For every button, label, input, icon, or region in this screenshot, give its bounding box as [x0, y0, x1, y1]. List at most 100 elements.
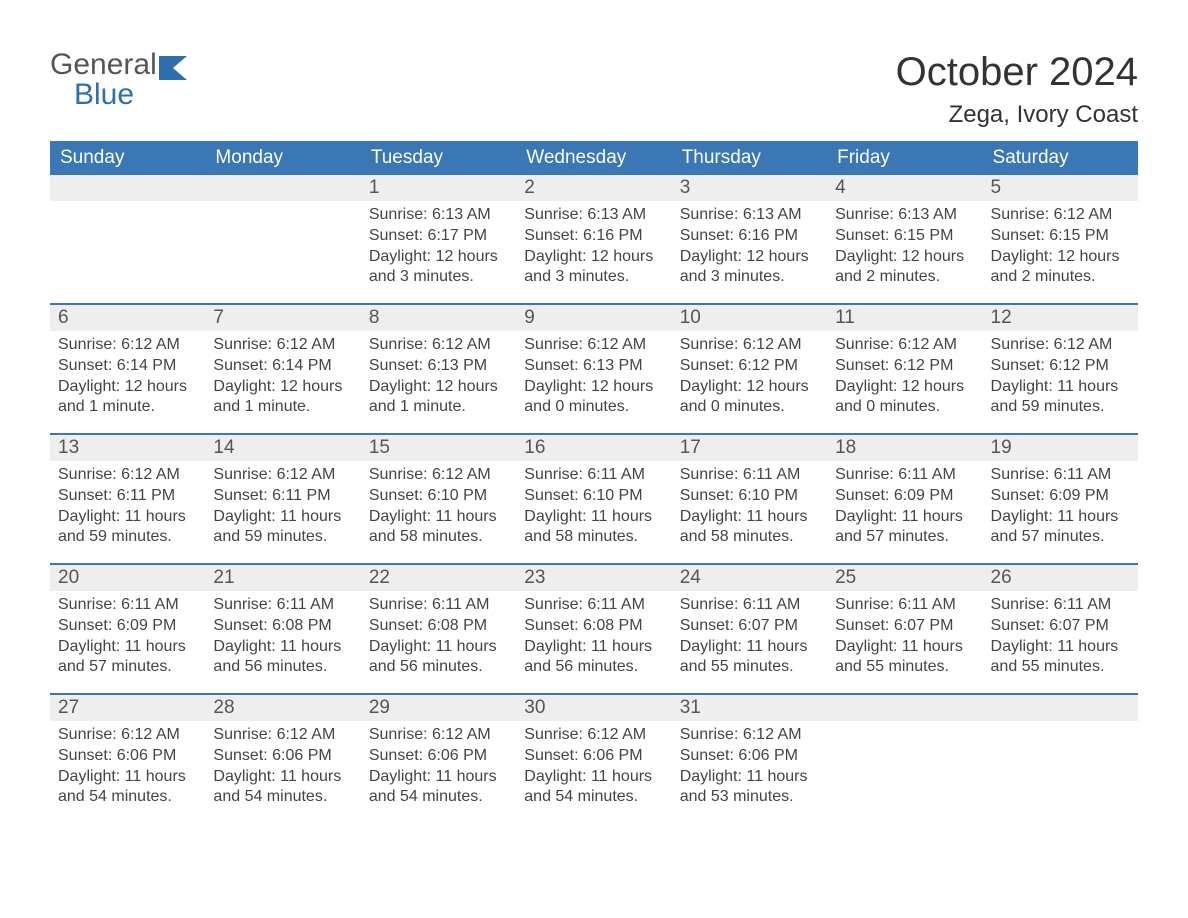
day-number: 21 — [205, 565, 360, 591]
sunrise-line: Sunrise: 6:11 AM — [213, 595, 352, 616]
day-body: Sunrise: 6:12 AMSunset: 6:06 PMDaylight:… — [672, 721, 827, 820]
day-cell — [827, 695, 982, 823]
sunset-line: Sunset: 6:15 PM — [835, 226, 974, 247]
day-cell — [205, 175, 360, 303]
daylight-line: Daylight: 11 hours and 56 minutes. — [213, 637, 352, 679]
weekday-header: Friday — [827, 141, 982, 175]
day-cell: 21Sunrise: 6:11 AMSunset: 6:08 PMDayligh… — [205, 565, 360, 693]
sunset-line: Sunset: 6:09 PM — [991, 486, 1130, 507]
sunrise-line: Sunrise: 6:12 AM — [835, 335, 974, 356]
day-body: Sunrise: 6:12 AMSunset: 6:10 PMDaylight:… — [361, 461, 516, 560]
daylight-line: Daylight: 12 hours and 1 minute. — [213, 377, 352, 419]
sunrise-line: Sunrise: 6:11 AM — [991, 595, 1130, 616]
daylight-line: Daylight: 12 hours and 1 minute. — [58, 377, 197, 419]
week-row: 20Sunrise: 6:11 AMSunset: 6:09 PMDayligh… — [50, 563, 1138, 693]
daylight-line: Daylight: 12 hours and 3 minutes. — [369, 247, 508, 289]
daylight-line: Daylight: 11 hours and 54 minutes. — [213, 767, 352, 809]
day-cell — [983, 695, 1138, 823]
week-row: 13Sunrise: 6:12 AMSunset: 6:11 PMDayligh… — [50, 433, 1138, 563]
day-body — [50, 201, 205, 217]
daylight-line: Daylight: 12 hours and 3 minutes. — [680, 247, 819, 289]
logo-line2: Blue — [50, 80, 157, 110]
day-cell: 2Sunrise: 6:13 AMSunset: 6:16 PMDaylight… — [516, 175, 671, 303]
daylight-line: Daylight: 11 hours and 58 minutes. — [524, 507, 663, 549]
week-row: 6Sunrise: 6:12 AMSunset: 6:14 PMDaylight… — [50, 303, 1138, 433]
sunrise-line: Sunrise: 6:11 AM — [835, 465, 974, 486]
sunset-line: Sunset: 6:09 PM — [835, 486, 974, 507]
sunset-line: Sunset: 6:15 PM — [991, 226, 1130, 247]
sunrise-line: Sunrise: 6:11 AM — [680, 465, 819, 486]
day-body: Sunrise: 6:12 AMSunset: 6:12 PMDaylight:… — [672, 331, 827, 430]
daylight-line: Daylight: 11 hours and 55 minutes. — [680, 637, 819, 679]
day-cell: 18Sunrise: 6:11 AMSunset: 6:09 PMDayligh… — [827, 435, 982, 563]
sunrise-line: Sunrise: 6:13 AM — [680, 205, 819, 226]
day-number: 14 — [205, 435, 360, 461]
sunrise-line: Sunrise: 6:11 AM — [524, 595, 663, 616]
day-number: 3 — [672, 175, 827, 201]
sunset-line: Sunset: 6:12 PM — [991, 356, 1130, 377]
header: General Blue October 2024 Zega, Ivory Co… — [50, 50, 1138, 129]
daylight-line: Daylight: 12 hours and 0 minutes. — [524, 377, 663, 419]
sunrise-line: Sunrise: 6:11 AM — [835, 595, 974, 616]
day-body: Sunrise: 6:13 AMSunset: 6:17 PMDaylight:… — [361, 201, 516, 300]
sunset-line: Sunset: 6:12 PM — [680, 356, 819, 377]
day-number — [205, 175, 360, 201]
sunset-line: Sunset: 6:16 PM — [680, 226, 819, 247]
daylight-line: Daylight: 11 hours and 59 minutes. — [213, 507, 352, 549]
sunset-line: Sunset: 6:10 PM — [524, 486, 663, 507]
sunrise-line: Sunrise: 6:11 AM — [991, 465, 1130, 486]
day-cell: 16Sunrise: 6:11 AMSunset: 6:10 PMDayligh… — [516, 435, 671, 563]
day-body: Sunrise: 6:12 AMSunset: 6:06 PMDaylight:… — [50, 721, 205, 820]
sunset-line: Sunset: 6:06 PM — [524, 746, 663, 767]
day-number: 7 — [205, 305, 360, 331]
day-number — [50, 175, 205, 201]
sunset-line: Sunset: 6:06 PM — [213, 746, 352, 767]
day-body: Sunrise: 6:11 AMSunset: 6:10 PMDaylight:… — [672, 461, 827, 560]
sunset-line: Sunset: 6:12 PM — [835, 356, 974, 377]
day-number: 23 — [516, 565, 671, 591]
day-cell: 23Sunrise: 6:11 AMSunset: 6:08 PMDayligh… — [516, 565, 671, 693]
day-number: 28 — [205, 695, 360, 721]
daylight-line: Daylight: 11 hours and 54 minutes. — [369, 767, 508, 809]
sunset-line: Sunset: 6:09 PM — [58, 616, 197, 637]
sunrise-line: Sunrise: 6:13 AM — [835, 205, 974, 226]
day-body: Sunrise: 6:12 AMSunset: 6:11 PMDaylight:… — [50, 461, 205, 560]
flag-icon — [159, 56, 193, 87]
sunrise-line: Sunrise: 6:12 AM — [58, 335, 197, 356]
day-cell: 12Sunrise: 6:12 AMSunset: 6:12 PMDayligh… — [983, 305, 1138, 433]
day-number: 12 — [983, 305, 1138, 331]
day-cell: 20Sunrise: 6:11 AMSunset: 6:09 PMDayligh… — [50, 565, 205, 693]
daylight-line: Daylight: 12 hours and 0 minutes. — [835, 377, 974, 419]
day-number: 27 — [50, 695, 205, 721]
daylight-line: Daylight: 12 hours and 2 minutes. — [835, 247, 974, 289]
day-body: Sunrise: 6:12 AMSunset: 6:06 PMDaylight:… — [205, 721, 360, 820]
daylight-line: Daylight: 12 hours and 2 minutes. — [991, 247, 1130, 289]
calendar: SundayMondayTuesdayWednesdayThursdayFrid… — [50, 141, 1138, 823]
day-cell: 29Sunrise: 6:12 AMSunset: 6:06 PMDayligh… — [361, 695, 516, 823]
day-cell: 7 Sunrise: 6:12 AMSunset: 6:14 PMDaylight… — [205, 305, 360, 433]
sunrise-line: Sunrise: 6:12 AM — [213, 465, 352, 486]
daylight-line: Daylight: 12 hours and 0 minutes. — [680, 377, 819, 419]
sunset-line: Sunset: 6:14 PM — [58, 356, 197, 377]
day-number: 30 — [516, 695, 671, 721]
day-number: 31 — [672, 695, 827, 721]
day-cell: 8Sunrise: 6:12 AMSunset: 6:13 PMDaylight… — [361, 305, 516, 433]
sunset-line: Sunset: 6:11 PM — [58, 486, 197, 507]
sunset-line: Sunset: 6:06 PM — [369, 746, 508, 767]
day-number: 22 — [361, 565, 516, 591]
day-body — [983, 721, 1138, 737]
day-number: 16 — [516, 435, 671, 461]
weekday-header: Monday — [205, 141, 360, 175]
sunset-line: Sunset: 6:14 PM — [213, 356, 352, 377]
sunrise-line: Sunrise: 6:12 AM — [213, 725, 352, 746]
day-cell: 1Sunrise: 6:13 AMSunset: 6:17 PMDaylight… — [361, 175, 516, 303]
sunrise-line: Sunrise: 6:12 AM — [524, 335, 663, 356]
sunrise-line: Sunrise: 6:12 AM — [213, 335, 352, 356]
sunrise-line: Sunrise: 6:12 AM — [369, 725, 508, 746]
day-number: 26 — [983, 565, 1138, 591]
day-number: 24 — [672, 565, 827, 591]
day-body: Sunrise: 6:12 AMSunset: 6:13 PMDaylight:… — [516, 331, 671, 430]
daylight-line: Daylight: 11 hours and 59 minutes. — [58, 507, 197, 549]
daylight-line: Daylight: 11 hours and 54 minutes. — [58, 767, 197, 809]
day-cell: 31Sunrise: 6:12 AMSunset: 6:06 PMDayligh… — [672, 695, 827, 823]
